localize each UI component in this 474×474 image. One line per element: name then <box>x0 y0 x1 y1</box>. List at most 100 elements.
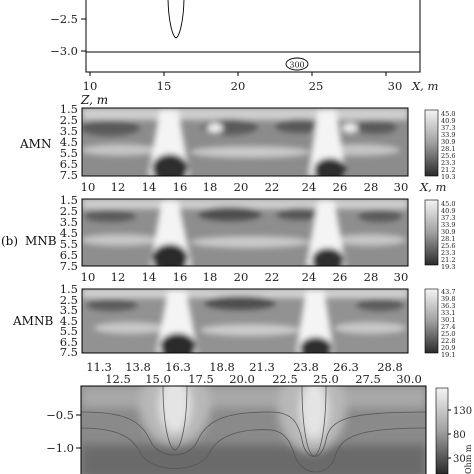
svg-text:22: 22 <box>265 270 280 284</box>
colorbar-b-labels: 45.0 40.9 37.3 33.9 30.9 28.1 25.6 23.3 … <box>441 200 455 271</box>
svg-text:23.8: 23.8 <box>293 360 319 374</box>
z-axis-label: Z, m <box>80 93 108 107</box>
bottom-y-tick: −0.5 <box>46 408 74 422</box>
top-panel-contour <box>167 0 185 39</box>
bottom-y-tick: −1.0 <box>46 441 74 455</box>
svg-text:20: 20 <box>234 270 249 284</box>
a-y-tick: 2.5 <box>60 113 78 127</box>
svg-text:11.3: 11.3 <box>86 360 112 374</box>
marker-label: 300 <box>289 61 304 70</box>
b-y-tick: 1.5 <box>60 193 78 207</box>
b-y-tick: 6.5 <box>60 248 78 262</box>
top-x-axis-label: X, m <box>411 79 438 93</box>
row-label-mnb: MNB <box>25 234 57 248</box>
svg-text:40.9: 40.9 <box>441 207 455 215</box>
svg-text:16: 16 <box>173 180 188 194</box>
svg-text:37.3: 37.3 <box>441 124 455 132</box>
b-y-tick: 3.5 <box>60 215 78 229</box>
svg-text:17.5: 17.5 <box>188 372 214 386</box>
svg-text:28.1: 28.1 <box>441 145 455 153</box>
svg-text:16: 16 <box>173 270 188 284</box>
colorbar-b <box>424 199 439 266</box>
svg-text:24: 24 <box>302 180 317 194</box>
svg-text:22.8: 22.8 <box>441 337 455 345</box>
svg-text:19.3: 19.3 <box>441 263 455 271</box>
c-x-ticks-top: 11.3 13.8 16.3 18.8 21.3 23.8 26.3 28.8 <box>86 360 403 374</box>
c-y-tick: 3.5 <box>60 303 78 317</box>
b-y-tick: 5.5 <box>60 237 78 251</box>
a-y-tick: 4.5 <box>60 135 78 149</box>
svg-text:40.9: 40.9 <box>441 117 455 125</box>
svg-text:30: 30 <box>394 180 409 194</box>
svg-text:30.9: 30.9 <box>441 228 455 236</box>
svg-text:28: 28 <box>364 270 379 284</box>
svg-text:18: 18 <box>203 270 218 284</box>
svg-text:20.9: 20.9 <box>441 344 455 352</box>
bottom-cb-tick: 80 <box>453 430 466 441</box>
row-label-amn: AMN <box>19 137 51 151</box>
colorbar-unit-label: Ohm m <box>464 444 473 474</box>
svg-text:22: 22 <box>265 180 280 194</box>
panel-tag-b: (b) <box>1 234 18 248</box>
svg-text:26.3: 26.3 <box>333 360 359 374</box>
svg-text:21.2: 21.2 <box>441 256 455 264</box>
svg-text:16.3: 16.3 <box>165 360 191 374</box>
svg-text:12: 12 <box>111 180 126 194</box>
svg-text:18: 18 <box>203 180 218 194</box>
marker-ellipse <box>285 57 309 71</box>
colorbar-bottom <box>435 387 449 474</box>
c-y-tick: 2.5 <box>60 293 78 307</box>
colorbar-a-labels: 45.0 40.9 37.3 33.9 30.9 28.1 25.6 23.3 … <box>441 110 455 181</box>
svg-text:33.9: 33.9 <box>441 221 455 229</box>
svg-text:14: 14 <box>142 180 157 194</box>
svg-text:25.0: 25.0 <box>441 330 455 338</box>
top-x-tick: 25 <box>309 79 324 93</box>
svg-text:10: 10 <box>81 270 96 284</box>
a-x-ticks: 10 12 14 16 18 20 22 24 26 28 30 <box>81 180 409 194</box>
svg-text:39.8: 39.8 <box>441 295 455 303</box>
colorbar-a <box>424 109 439 177</box>
panel-amnb: 1.5 2.5 3.5 4.5 5.5 6.5 7.5 AMNB 11.3 13… <box>12 282 455 386</box>
svg-text:37.3: 37.3 <box>441 214 455 222</box>
svg-text:28.8: 28.8 <box>377 360 403 374</box>
colorbar-c-labels: 43.7 39.8 36.3 33.1 30.1 27.4 25.0 22.8 … <box>441 288 455 359</box>
c-y-tick: 4.5 <box>60 314 78 328</box>
bottom-panel: −0.5 −1.0 130 80 30 Ohm m <box>46 385 473 474</box>
b-x-ticks: 10 12 14 16 18 20 22 24 26 28 30 <box>81 270 409 284</box>
svg-text:23.3: 23.3 <box>441 159 455 167</box>
top-y-tick: −2.5 <box>50 12 78 26</box>
top-x-ticks <box>89 72 387 76</box>
c-y-tick: 1.5 <box>60 282 78 296</box>
bottom-cb-tick: 30 <box>453 454 466 465</box>
svg-text:18.8: 18.8 <box>209 360 235 374</box>
b-y-tick: 2.5 <box>60 204 78 218</box>
svg-text:28.1: 28.1 <box>441 235 455 243</box>
svg-text:22.5: 22.5 <box>272 372 298 386</box>
svg-text:45.0: 45.0 <box>441 200 455 208</box>
svg-text:23.3: 23.3 <box>441 249 455 257</box>
svg-text:26: 26 <box>333 270 348 284</box>
svg-text:26: 26 <box>333 180 348 194</box>
top-x-tick: 10 <box>83 79 98 93</box>
a-y-tick: 5.5 <box>60 146 78 160</box>
top-y-tick: −3.0 <box>50 44 78 58</box>
svg-text:30.0: 30.0 <box>396 372 422 386</box>
svg-text:13.8: 13.8 <box>125 360 151 374</box>
bottom-cb-tick: 130 <box>453 406 472 417</box>
c-y-tick: 6.5 <box>60 335 78 349</box>
panel-amn: Z, m 1.5 2.5 3.5 <box>19 93 455 194</box>
svg-text:25.0: 25.0 <box>313 372 339 386</box>
c-y-tick: 5.5 <box>60 324 78 338</box>
svg-text:14: 14 <box>142 270 157 284</box>
svg-text:10: 10 <box>81 180 96 194</box>
svg-text:19.3: 19.3 <box>441 173 455 181</box>
top-panel-frame <box>85 0 421 73</box>
top-panel: 300 −2.5 −3.0 10 15 20 25 30 X, m <box>50 0 438 93</box>
svg-text:12.5: 12.5 <box>105 372 131 386</box>
c-x-ticks-bottom: 12.5 15.0 17.5 20.0 22.5 25.0 27.5 30.0 <box>105 372 422 386</box>
top-x-tick: 15 <box>157 79 172 93</box>
b-y-tick: 4.5 <box>60 226 78 240</box>
svg-text:33.1: 33.1 <box>441 309 455 317</box>
a-y-tick: 7.5 <box>60 168 78 182</box>
